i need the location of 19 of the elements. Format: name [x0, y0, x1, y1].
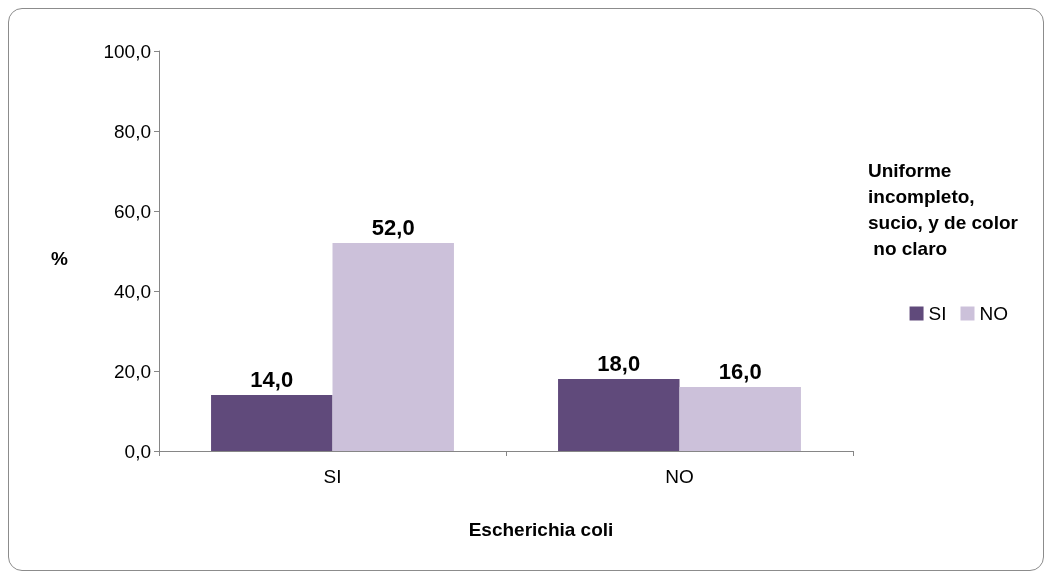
legend-title: Uniforme incompleto, sucio, y de color no claro	[868, 159, 1019, 259]
legend-label: NO	[979, 303, 1008, 324]
bar	[679, 387, 801, 451]
bar	[211, 395, 333, 451]
bar	[332, 243, 454, 451]
y-tick-label: 60,0	[114, 200, 151, 222]
data-label: 14,0	[250, 366, 294, 392]
x-axis-title: Escherichia coli	[468, 519, 614, 540]
y-tick-label: 20,0	[114, 360, 151, 382]
y-tick-label: 100,0	[103, 40, 151, 62]
y-tick-label: 80,0	[114, 120, 151, 142]
y-tick-label: 0,0	[124, 440, 151, 462]
y-tick-label: 40,0	[114, 280, 151, 302]
y-axis-title: %	[51, 248, 68, 269]
data-label: 18,0	[597, 350, 641, 376]
data-label: 52,0	[371, 214, 415, 240]
legend-label: SI	[928, 303, 947, 324]
bar	[558, 379, 680, 451]
data-label: 16,0	[718, 358, 762, 384]
